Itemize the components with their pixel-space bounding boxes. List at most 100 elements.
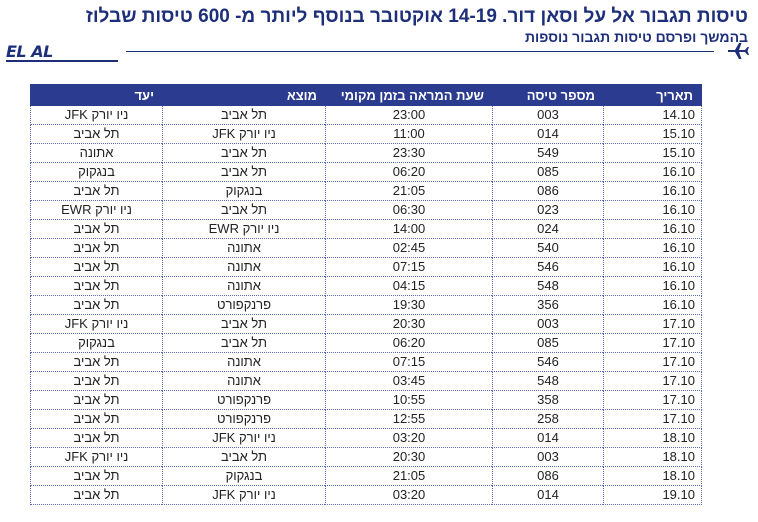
cell-time: 04:15 [325, 276, 493, 296]
cell-date: 17.10 [603, 371, 702, 391]
cell-destination: תל אביב [30, 409, 163, 429]
cell-origin: בנגקוק [162, 181, 326, 201]
cell-flight: 358 [492, 390, 604, 410]
cell-origin: תל אביב [162, 143, 326, 163]
cell-destination: תל אביב [30, 466, 163, 486]
cell-destination: תל אביב [30, 352, 163, 372]
table-row: 16.10 023 06:30 תל אביב ניו יורק EWR [30, 200, 702, 220]
cell-flight: 356 [492, 295, 604, 315]
cell-origin: ניו יורק JFK [162, 485, 326, 505]
cell-date: 14.10 [603, 105, 702, 125]
flights-table: תאריך מספר טיסה שעת המראה בזמן מקומי מוצ… [30, 84, 702, 505]
cell-origin: תל אביב [162, 200, 326, 220]
column-header-time: שעת המראה בזמן מקומי [325, 84, 493, 106]
cell-flight: 023 [492, 200, 604, 220]
cell-date: 18.10 [603, 428, 702, 448]
header-divider [126, 51, 714, 52]
cell-flight: 086 [492, 466, 604, 486]
cell-origin: תל אביב [162, 105, 326, 125]
cell-date: 16.10 [603, 181, 702, 201]
cell-date: 18.10 [603, 447, 702, 467]
cell-time: 20:30 [325, 314, 493, 334]
cell-origin: בנגקוק [162, 466, 326, 486]
cell-origin: תל אביב [162, 314, 326, 334]
cell-flight: 024 [492, 219, 604, 239]
table-row: 16.10 085 06:20 תל אביב בנגקוק [30, 162, 702, 182]
cell-time: 20:30 [325, 447, 493, 467]
cell-date: 16.10 [603, 276, 702, 296]
table-row: 18.10 014 03:20 ניו יורק JFK תל אביב [30, 428, 702, 448]
cell-date: 15.10 [603, 124, 702, 144]
cell-destination: תל אביב [30, 485, 163, 505]
cell-destination: ניו יורק JFK [30, 314, 163, 334]
table-row: 18.10 086 21:05 בנגקוק תל אביב [30, 466, 702, 486]
page-title: טיסות תגבור אל על וסאן דור. 14-19 אוקטוב… [85, 6, 748, 27]
cell-time: 21:05 [325, 466, 493, 486]
table-row: 15.10 549 23:30 תל אביב אתונה [30, 143, 702, 163]
cell-destination: תל אביב [30, 257, 163, 277]
cell-flight: 014 [492, 485, 604, 505]
cell-flight: 003 [492, 314, 604, 334]
table-row: 17.10 358 10:55 פרנקפורט תל אביב [30, 390, 702, 410]
cell-origin: פרנקפורט [162, 409, 326, 429]
cell-origin: תל אביב [162, 333, 326, 353]
table-header-row: תאריך מספר טיסה שעת המראה בזמן מקומי מוצ… [30, 84, 702, 106]
cell-date: 17.10 [603, 390, 702, 410]
cell-date: 15.10 [603, 143, 702, 163]
table-row: 17.10 003 20:30 תל אביב ניו יורק JFK [30, 314, 702, 334]
cell-date: 17.10 [603, 352, 702, 372]
table-row: 19.10 014 03:20 ניו יורק JFK תל אביב [30, 485, 702, 505]
cell-date: 17.10 [603, 333, 702, 353]
cell-flight: 003 [492, 447, 604, 467]
elal-logo: EL AL [6, 42, 53, 61]
table-row: 16.10 546 07:15 אתונה תל אביב [30, 257, 702, 277]
column-header-destination: יעד [30, 84, 163, 106]
cell-destination: תל אביב [30, 124, 163, 144]
cell-date: 16.10 [603, 200, 702, 220]
table-row: 16.10 548 04:15 אתונה תל אביב [30, 276, 702, 296]
cell-time: 10:55 [325, 390, 493, 410]
cell-date: 16.10 [603, 238, 702, 258]
table-row: 17.10 085 06:20 תל אביב בנגקוק [30, 333, 702, 353]
cell-origin: פרנקפורט [162, 295, 326, 315]
cell-origin: תל אביב [162, 447, 326, 467]
table-row: 17.10 548 03:45 אתונה תל אביב [30, 371, 702, 391]
cell-destination: ניו יורק EWR [30, 200, 163, 220]
cell-flight: 014 [492, 428, 604, 448]
cell-destination: תל אביב [30, 371, 163, 391]
cell-destination: תל אביב [30, 295, 163, 315]
cell-date: 17.10 [603, 314, 702, 334]
cell-origin: ניו יורק JFK [162, 428, 326, 448]
cell-origin: אתונה [162, 352, 326, 372]
cell-flight: 085 [492, 333, 604, 353]
cell-destination: תל אביב [30, 181, 163, 201]
cell-date: 16.10 [603, 257, 702, 277]
table-row: 14.10 003 23:00 תל אביב ניו יורק JFK [30, 105, 702, 125]
cell-time: 06:30 [325, 200, 493, 220]
cell-time: 02:45 [325, 238, 493, 258]
cell-flight: 003 [492, 105, 604, 125]
table-row: 16.10 540 02:45 אתונה תל אביב [30, 238, 702, 258]
cell-date: 19.10 [603, 485, 702, 505]
cell-destination: ניו יורק JFK [30, 447, 163, 467]
table-row: 16.10 086 21:05 בנגקוק תל אביב [30, 181, 702, 201]
table-row: 16.10 356 19:30 פרנקפורט תל אביב [30, 295, 702, 315]
cell-date: 16.10 [603, 219, 702, 239]
column-header-origin: מוצא [162, 84, 326, 106]
cell-origin: תל אביב [162, 162, 326, 182]
cell-flight: 086 [492, 181, 604, 201]
cell-flight: 546 [492, 352, 604, 372]
cell-flight: 548 [492, 371, 604, 391]
cell-flight: 546 [492, 257, 604, 277]
table-row: 15.10 014 11:00 ניו יורק JFK תל אביב [30, 124, 702, 144]
cell-destination: תל אביב [30, 219, 163, 239]
cell-time: 14:00 [325, 219, 493, 239]
cell-origin: ניו יורק JFK [162, 124, 326, 144]
table-row: 16.10 024 14:00 ניו יורק EWR תל אביב [30, 219, 702, 239]
cell-destination: תל אביב [30, 390, 163, 410]
cell-time: 07:15 [325, 257, 493, 277]
cell-time: 23:30 [325, 143, 493, 163]
cell-origin: אתונה [162, 257, 326, 277]
cell-destination: תל אביב [30, 276, 163, 296]
cell-time: 11:00 [325, 124, 493, 144]
